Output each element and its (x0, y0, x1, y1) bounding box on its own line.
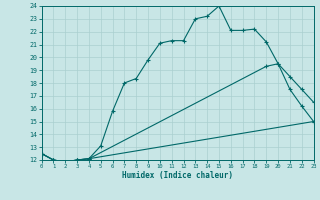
X-axis label: Humidex (Indice chaleur): Humidex (Indice chaleur) (122, 171, 233, 180)
